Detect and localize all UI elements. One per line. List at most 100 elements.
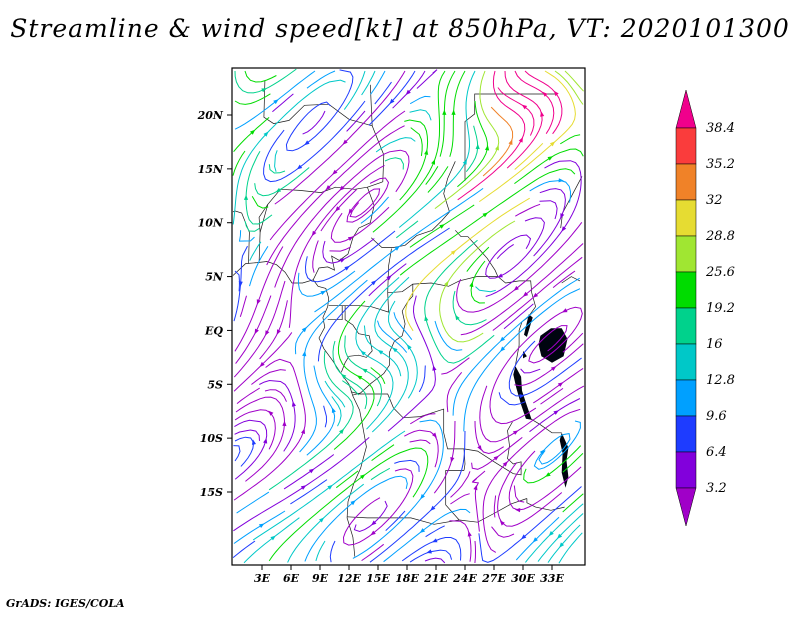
streamline-arrowhead	[360, 350, 366, 356]
streamline	[306, 70, 336, 89]
streamline-arrowhead	[282, 420, 287, 427]
streamline	[515, 203, 541, 217]
streamline	[434, 320, 463, 351]
streamline	[372, 70, 446, 233]
streamline-arrowhead	[344, 265, 350, 271]
streamline	[515, 516, 560, 561]
streamline-arrowhead	[265, 330, 270, 336]
colorbar-label: 16	[706, 337, 723, 352]
streamline	[238, 230, 255, 242]
streamline	[514, 343, 584, 387]
streamline-arrowhead	[335, 206, 341, 212]
streamline	[398, 70, 476, 228]
x-tick-label: 21E	[423, 572, 448, 585]
streamline-arrowhead	[426, 549, 432, 554]
streamline-arrowhead	[424, 315, 429, 322]
streamline	[449, 520, 472, 562]
streamline-arrowhead	[263, 438, 268, 444]
streamline-arrowhead	[268, 410, 274, 416]
streamline-arrowhead	[258, 523, 265, 528]
colorbar-segment	[675, 235, 697, 273]
country-border	[327, 305, 343, 321]
streamline-arrowhead	[469, 281, 474, 288]
streamline	[529, 398, 581, 433]
streamline	[245, 150, 273, 225]
streamline	[514, 148, 584, 185]
country-border	[464, 93, 557, 181]
streamline	[470, 260, 486, 304]
streamline	[427, 166, 449, 193]
streamline	[233, 280, 286, 378]
streamline	[387, 295, 436, 432]
streamline-arrowhead	[499, 336, 505, 342]
streamline	[234, 70, 316, 130]
streamline-arrowhead	[371, 520, 377, 526]
streamline	[525, 503, 584, 563]
country-border	[232, 261, 367, 557]
streamline	[523, 445, 582, 484]
streamline	[285, 69, 354, 152]
streamline-arrowhead	[348, 208, 354, 215]
streamline	[479, 385, 585, 443]
colorbar-bottom-arrow	[675, 487, 697, 527]
streamline	[329, 246, 351, 252]
streamline	[234, 429, 260, 441]
streamline-arrowhead	[342, 139, 348, 145]
streamline	[234, 436, 255, 467]
streamline-arrowhead	[540, 111, 545, 117]
streamline-arrowhead	[477, 445, 482, 451]
streamline-arrowhead	[301, 326, 307, 333]
streamline	[560, 134, 581, 145]
streamline-arrowhead	[276, 329, 281, 335]
streamline	[297, 270, 356, 297]
streamline	[416, 69, 438, 89]
colorbar-label: 32	[706, 193, 723, 208]
streamline	[479, 70, 576, 203]
streamline-arrowhead	[420, 494, 425, 500]
streamline-arrowhead	[302, 350, 307, 357]
country-border	[387, 276, 498, 294]
streamline	[370, 467, 391, 481]
streamline-arrowhead	[356, 375, 363, 380]
colorbar-label: 38.4	[706, 121, 735, 136]
streamline	[562, 332, 584, 353]
streamline-arrowhead	[406, 344, 412, 350]
colorbar-segment	[675, 343, 697, 381]
country-border	[232, 210, 250, 264]
y-tick-label: 10S	[200, 432, 223, 445]
streamline-arrowhead	[360, 474, 366, 480]
streamline	[393, 312, 413, 341]
streamline-map-svg: 3E 6E 9E 12E 15E 18E 21E 24E 27E 30E 33E 20N 15N 10N 5…	[197, 67, 586, 585]
streamline-arrowhead	[518, 137, 523, 143]
streamline-arrowhead	[331, 407, 336, 413]
streamline	[288, 164, 385, 328]
colorbar-top-arrow	[675, 89, 697, 129]
colorbar-segment	[675, 379, 697, 417]
streamline	[249, 241, 262, 261]
streamline	[383, 508, 471, 563]
streamline-arrowhead	[325, 185, 331, 191]
streamline-arrowhead	[347, 236, 354, 241]
country-border	[526, 498, 565, 511]
streamline-arrowhead	[467, 531, 472, 537]
streamline-arrowhead	[558, 178, 564, 183]
streamline	[514, 142, 544, 170]
streamline	[424, 239, 495, 364]
streamline	[552, 270, 576, 288]
streamline	[450, 471, 471, 498]
streamline	[239, 295, 247, 317]
streamline-arrowhead	[273, 99, 279, 105]
colorbar-label: 25.6	[705, 265, 735, 280]
streamline-arrowhead	[451, 109, 456, 115]
streamline	[529, 179, 572, 203]
streamline	[263, 100, 366, 183]
streamline	[332, 340, 368, 410]
streamline-arrowhead	[291, 401, 296, 407]
streamline-arrowhead	[542, 91, 548, 97]
streamline-arrowhead	[539, 449, 545, 455]
streamline-arrowhead	[439, 224, 445, 229]
streamline	[234, 93, 271, 105]
x-tick-label: 12E	[337, 572, 361, 585]
streamline-arrowhead	[308, 468, 315, 474]
streamline	[394, 459, 420, 472]
